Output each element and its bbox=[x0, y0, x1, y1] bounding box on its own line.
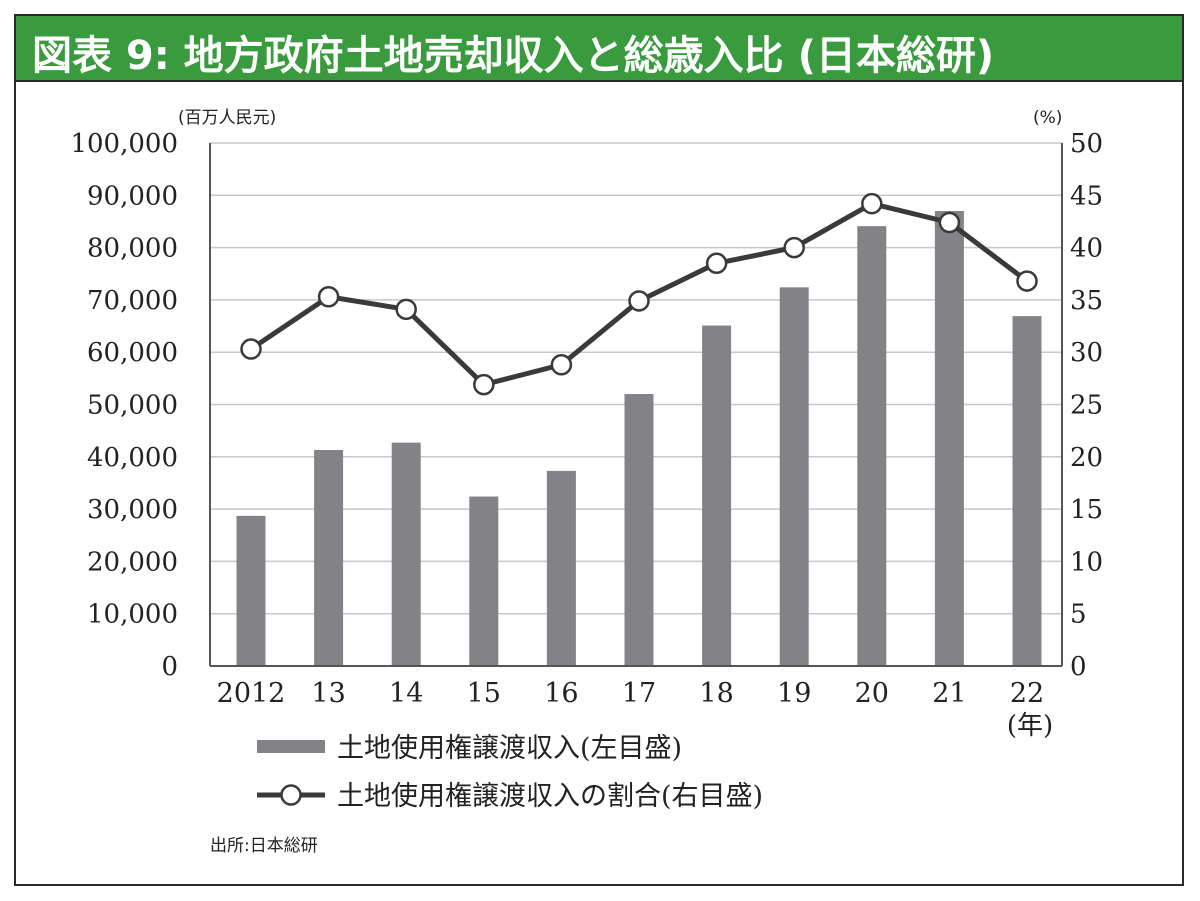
left-tick-label: 30,000 bbox=[87, 495, 178, 525]
ratio-point-22 bbox=[1016, 270, 1038, 292]
right-tick-label: 15 bbox=[1070, 495, 1103, 525]
right-tick-label: 35 bbox=[1070, 286, 1103, 316]
right-tick-label: 45 bbox=[1070, 181, 1103, 211]
left-tick-label: 70,000 bbox=[87, 286, 178, 316]
bar-16 bbox=[546, 470, 576, 666]
bar-21 bbox=[934, 210, 964, 667]
x-tick-label: 22 bbox=[1010, 678, 1044, 709]
right-tick-label: 30 bbox=[1070, 338, 1103, 368]
bar-14 bbox=[391, 442, 421, 666]
ratio-point-16 bbox=[550, 354, 573, 376]
x-tick-label: 17 bbox=[622, 678, 656, 709]
bar-20 bbox=[857, 226, 887, 667]
x-tick-label: 15 bbox=[467, 678, 501, 709]
x-tick-label: 19 bbox=[777, 678, 811, 709]
source-note: 出所:日本総研 bbox=[210, 836, 318, 856]
bar-18 bbox=[702, 325, 732, 666]
legend-line-label: 土地使用権譲渡収入の割合(右目盛) bbox=[337, 781, 763, 812]
tick-labels: 0 10,000 20,000 30,000 40,000 50,000 60,000 70,… bbox=[70, 129, 1103, 709]
bar-19 bbox=[779, 287, 809, 666]
x-tick-label: 21 bbox=[932, 678, 966, 709]
left-axis-unit: (百万人民元) bbox=[178, 108, 276, 128]
right-tick-label: 20 bbox=[1070, 443, 1103, 473]
right-axis-unit: (%) bbox=[1033, 108, 1062, 128]
x-tick-label: 14 bbox=[389, 678, 423, 709]
left-tick-label: 50,000 bbox=[87, 391, 178, 421]
left-tick-label: 60,000 bbox=[87, 338, 178, 368]
x-axis-unit: (年) bbox=[1007, 711, 1053, 741]
ratio-point-19 bbox=[783, 236, 805, 259]
bar-2012 bbox=[236, 515, 266, 666]
bar-15 bbox=[469, 496, 499, 666]
ratio-point-2012 bbox=[240, 338, 262, 360]
title-bar: 図表 9: 地方政府土地売却収入と総歳入比 (日本総研) bbox=[16, 16, 1182, 82]
x-tick-label: 18 bbox=[699, 678, 733, 709]
bar-series bbox=[236, 210, 1042, 667]
left-tick-label: 20,000 bbox=[87, 547, 178, 577]
left-tick-label: 90,000 bbox=[87, 181, 178, 211]
right-tick-label: 40 bbox=[1070, 234, 1103, 264]
ratio-point-13 bbox=[317, 286, 340, 308]
right-tick-label: 5 bbox=[1070, 600, 1087, 630]
right-tick-label: 50 bbox=[1070, 129, 1103, 159]
line-series bbox=[240, 192, 1038, 396]
ratio-point-18 bbox=[705, 252, 728, 275]
figure-title: 図表 9: 地方政府土地売却収入と総歳入比 (日本総研) bbox=[32, 33, 995, 79]
legend-bar-label: 土地使用権譲渡収入(左目盛) bbox=[337, 733, 682, 764]
left-tick-label: 80,000 bbox=[87, 234, 178, 264]
left-tick-label: 10,000 bbox=[87, 600, 178, 630]
legend-bar-swatch bbox=[257, 740, 325, 753]
x-tick-label: 16 bbox=[544, 678, 578, 709]
right-tick-label: 0 bbox=[1070, 652, 1087, 682]
left-tick-label: 40,000 bbox=[87, 443, 178, 473]
axes bbox=[209, 143, 1063, 667]
bar-13 bbox=[314, 450, 344, 666]
ratio-point-17 bbox=[628, 290, 650, 312]
left-tick-label: 100,000 bbox=[70, 129, 178, 159]
right-tick-label: 10 bbox=[1070, 547, 1103, 577]
right-tick-label: 25 bbox=[1070, 391, 1103, 421]
legend-line-marker bbox=[280, 784, 302, 806]
bar-22 bbox=[1012, 316, 1042, 666]
ratio-point-15 bbox=[473, 373, 495, 396]
bar-17 bbox=[624, 394, 654, 666]
ratio-point-14 bbox=[395, 298, 417, 321]
x-tick-label: 13 bbox=[311, 678, 345, 709]
ratio-point-21 bbox=[938, 211, 961, 234]
legend: 土地使用権譲渡収入(左目盛) 土地使用権譲渡収入の割合(右目盛) bbox=[257, 733, 763, 812]
ratio-point-20 bbox=[861, 192, 883, 215]
x-tick-label: 20 bbox=[855, 678, 889, 709]
left-tick-label: 0 bbox=[161, 652, 178, 682]
x-tick-label: 2012 bbox=[217, 678, 286, 709]
